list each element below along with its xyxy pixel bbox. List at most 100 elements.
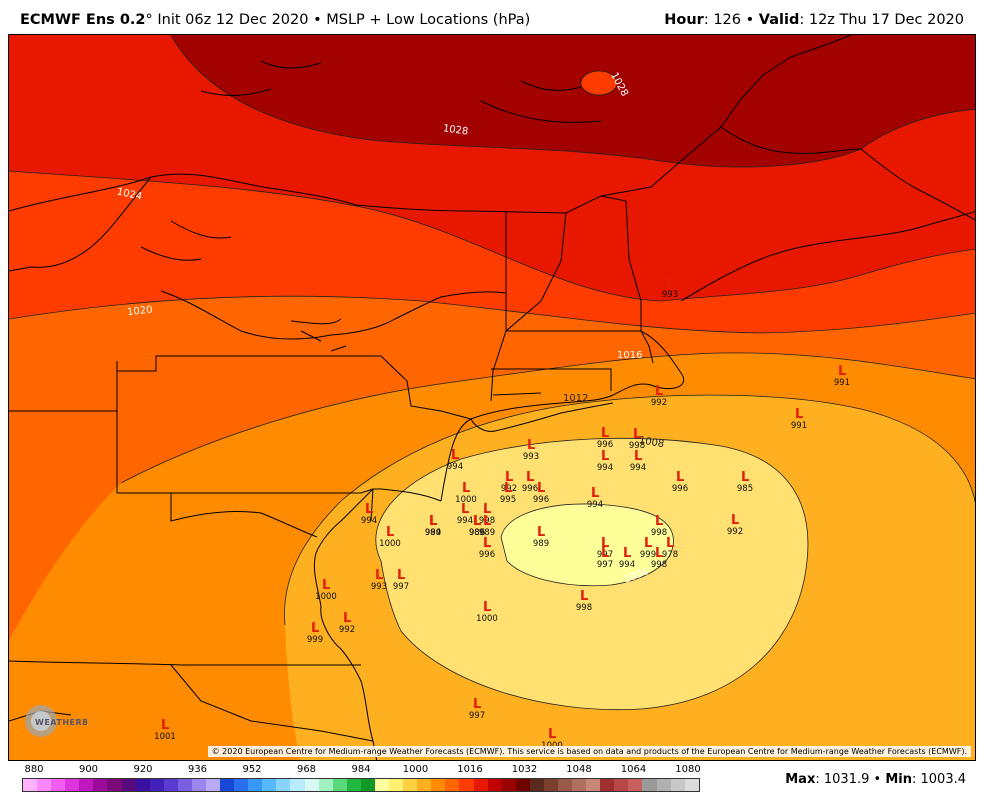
low-pressure-value: 991: [791, 421, 807, 431]
map-boundaries: [9, 35, 975, 760]
low-symbol: L: [526, 470, 534, 485]
colorbar-segment: [557, 779, 573, 791]
colorbar-segment: [318, 779, 333, 791]
colorbar-segment: [93, 779, 108, 791]
low-pressure-value: 998: [479, 516, 495, 526]
low-pressure-value: 997: [597, 550, 613, 560]
low-pressure-value: 998: [629, 441, 645, 451]
low-symbol: L: [429, 514, 437, 529]
colorbar-segment: [515, 779, 530, 791]
colorbar-segment: [79, 779, 94, 791]
title: ECMWF Ens 0.2° Init 06z 12 Dec 2020 • MS…: [20, 12, 531, 28]
low-pressure-value: 1000: [315, 592, 337, 602]
low-symbol: L: [676, 470, 684, 485]
colorbar-segment: [586, 779, 601, 791]
low-symbol: L: [483, 502, 491, 517]
colorbar-tick-label: 880: [24, 764, 44, 775]
low-pressure-value: 992: [339, 625, 355, 635]
low-symbol: L: [591, 486, 599, 501]
low-symbol: L: [322, 578, 330, 593]
low-symbol: L: [473, 514, 481, 529]
low-symbol: L: [429, 514, 437, 529]
low-pressure-value: 992: [501, 484, 517, 494]
colorbar-segment: [135, 779, 150, 791]
colorbar-tick-label: 1000: [402, 764, 429, 775]
low-symbol: L: [483, 536, 491, 551]
colorbar-tick-label: 968: [296, 764, 317, 775]
low-symbol: L: [504, 481, 512, 496]
colorbar-segment: [543, 779, 558, 791]
low-pressure-value: 1000: [455, 495, 477, 505]
low-pressure-value: 995: [500, 495, 516, 505]
init-time: Init 06z 12 Dec 2020: [157, 12, 309, 28]
low-symbol: L: [483, 600, 491, 615]
colorbar-segment: [220, 779, 235, 791]
low-pressure-value: 996: [672, 484, 688, 494]
colorbar-tick-label: 936: [187, 764, 208, 775]
low-symbol: L: [483, 514, 491, 529]
low-symbol: L: [397, 568, 405, 583]
low-pressure-value: 994: [597, 463, 613, 473]
colorbar-tick-label: 1032: [511, 764, 538, 775]
colorbar-ticks: 880 900 920 936 952 968 984 1000 1016 1032 1048 106…: [22, 764, 700, 778]
low-symbol: L: [838, 364, 846, 379]
colorbar-segment: [431, 779, 446, 791]
colorbar-tick-label: 900: [78, 764, 99, 775]
colorbar-tick-label: 1064: [620, 764, 647, 775]
low-symbol: L: [795, 407, 803, 422]
low-pressure-value: 989: [479, 528, 495, 538]
forecast-time: Hour: 126 • Valid: 12z Thu 17 Dec 2020: [664, 12, 964, 28]
low-pressure-value: 996: [479, 550, 495, 560]
low-pressure-value: 992: [651, 398, 667, 408]
colorbar-segment: [346, 779, 361, 791]
header: ECMWF Ens 0.2° Init 06z 12 Dec 2020 • MS…: [0, 0, 984, 34]
colorbar-segment: [572, 779, 587, 791]
low-pressure-value: 996: [522, 484, 538, 494]
isobar-label: 1020: [127, 305, 153, 319]
colorbar-segment: [304, 779, 319, 791]
low-symbol: L: [580, 589, 588, 604]
low-symbol: L: [386, 525, 394, 540]
low-pressure-value: 997: [597, 560, 613, 570]
low-symbol: L: [537, 525, 545, 540]
low-pressure-value: 998: [576, 603, 592, 613]
colorbar-segment: [642, 779, 657, 791]
low-pressure-value: 996: [597, 440, 613, 450]
colorbar-segment: [459, 779, 474, 791]
low-pressure-value: 993: [523, 452, 539, 462]
colorbar-tick-label: 952: [242, 764, 262, 775]
colorbar-segment: [501, 779, 516, 791]
low-symbol: L: [601, 426, 609, 441]
low-pressure-value: 986: [469, 528, 485, 538]
colorbar-segment: [487, 779, 502, 791]
colorbar-segment: [628, 779, 643, 791]
colorbar-segment: [417, 779, 432, 791]
model-name: ECMWF Ens 0.2: [20, 12, 146, 28]
colorbar-tick-label: 1080: [675, 764, 701, 775]
low-symbol: L: [311, 621, 319, 636]
max-value: 1031.9: [823, 772, 870, 787]
weatherbell-logo: WEATHERBELL: [25, 705, 87, 737]
low-symbol: L: [537, 481, 545, 496]
low-symbol: L: [462, 481, 470, 496]
